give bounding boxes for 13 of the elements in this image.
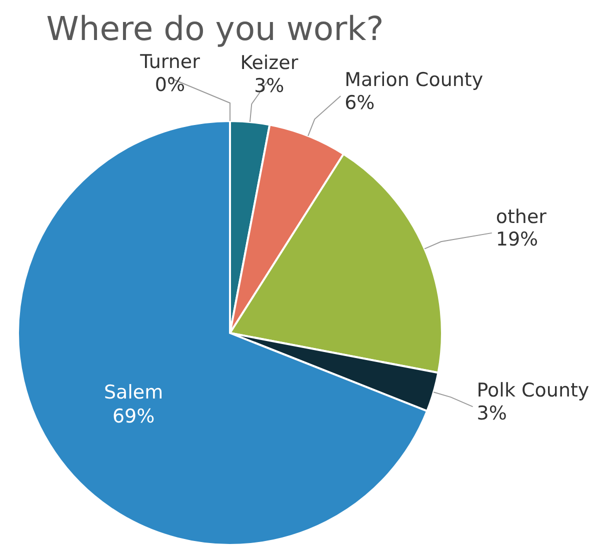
data-label: 69% bbox=[112, 405, 155, 428]
data-label: 3% bbox=[476, 402, 507, 424]
data-label: 19% bbox=[496, 228, 538, 251]
text: 0% bbox=[154, 74, 186, 96]
category-label: Turner bbox=[140, 51, 200, 73]
slice-label: other bbox=[496, 206, 547, 228]
slice-label: Marion County bbox=[344, 69, 484, 92]
slice-label: Keizer bbox=[240, 52, 298, 74]
data-label: 3% bbox=[254, 74, 284, 97]
slice-label: Polk County bbox=[476, 380, 590, 402]
chart-title: Where do you work? bbox=[46, 9, 384, 48]
slice-label: Salem bbox=[104, 382, 164, 404]
data-label: 6% bbox=[344, 92, 375, 114]
